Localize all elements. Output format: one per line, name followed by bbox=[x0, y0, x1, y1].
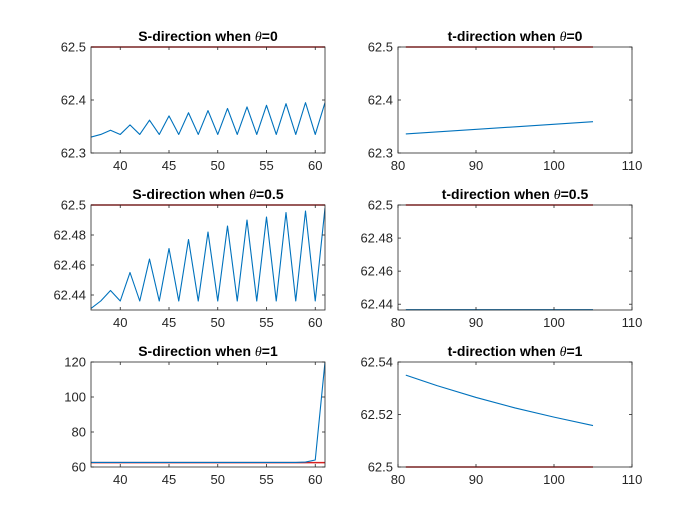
title-value: =0 bbox=[262, 28, 278, 44]
subplot-1: 40 45 50 55 60 62.3 62.4 62.5 S-direction when θ… bbox=[61, 28, 326, 173]
x-tick-label: 50 bbox=[211, 315, 225, 330]
theta-symbol: θ bbox=[255, 345, 262, 360]
subplot-2: 80 90 100 110 62.3 62.4 62.5 t-direction when θ… bbox=[368, 28, 643, 173]
x-tick-label: 80 bbox=[391, 158, 405, 173]
plot-area bbox=[91, 362, 325, 467]
title-text: t-direction when bbox=[448, 343, 560, 359]
data-line bbox=[91, 361, 325, 464]
data-line bbox=[405, 374, 594, 427]
y-tick-label: 62.5 bbox=[368, 198, 393, 213]
y-tick-label: 120 bbox=[64, 355, 86, 370]
subplot-title: S-direction when θ=0 bbox=[138, 28, 278, 45]
axes-box bbox=[90, 204, 326, 311]
y-tick-label: 62.5 bbox=[368, 460, 393, 475]
y-tick-label: 60 bbox=[72, 460, 86, 475]
y-tick-label: 62.5 bbox=[61, 40, 86, 55]
x-tick-label: 40 bbox=[113, 315, 127, 330]
title-value: =0.5 bbox=[561, 186, 589, 202]
title-text: S-direction when bbox=[138, 28, 255, 44]
title-value: =0 bbox=[566, 28, 582, 44]
subplot-title: S-direction when θ=1 bbox=[138, 343, 278, 360]
x-tick-label: 45 bbox=[162, 472, 176, 487]
x-tick-label: 55 bbox=[259, 315, 273, 330]
subplot-title: t-direction when θ=1 bbox=[448, 343, 583, 360]
x-tick-label: 90 bbox=[469, 315, 483, 330]
x-tick-label: 45 bbox=[162, 315, 176, 330]
theta-symbol: θ bbox=[554, 188, 561, 203]
series-group bbox=[91, 361, 325, 464]
x-tick-label: 100 bbox=[543, 158, 565, 173]
subplot-title: t-direction when θ=0.5 bbox=[442, 186, 589, 203]
x-tick-label: 80 bbox=[391, 315, 405, 330]
plot-area bbox=[398, 362, 632, 467]
theta-symbol: θ bbox=[255, 30, 262, 45]
subplot-title: S-direction when θ=0.5 bbox=[132, 186, 283, 203]
plot-area bbox=[91, 47, 325, 153]
y-tick-label: 62.52 bbox=[360, 407, 393, 422]
subplot-3: 40 45 50 55 60 62.44 62.46 62.48 62.5 S-direction… bbox=[53, 186, 326, 330]
y-tick-label: 62.44 bbox=[360, 297, 393, 312]
x-tick-label: 45 bbox=[162, 158, 176, 173]
theta-symbol: θ bbox=[560, 30, 567, 45]
y-tick-label: 62.4 bbox=[368, 93, 393, 108]
x-tick-label: 50 bbox=[211, 472, 225, 487]
title-text: t-direction when bbox=[442, 186, 554, 202]
y-tick-label: 62.48 bbox=[360, 231, 393, 246]
x-tick-label: 100 bbox=[543, 472, 565, 487]
theta-symbol: θ bbox=[249, 188, 256, 203]
y-tick-label: 100 bbox=[64, 390, 86, 405]
x-tick-label: 50 bbox=[211, 158, 225, 173]
x-tick-label: 55 bbox=[259, 158, 273, 173]
data-line bbox=[91, 102, 325, 138]
subplot-4: 80 90 100 110 62.44 62.46 62.48 62.5 t-direction… bbox=[360, 186, 642, 330]
axes-box bbox=[90, 361, 326, 468]
x-tick-label: 55 bbox=[259, 472, 273, 487]
y-tick-label: 62.4 bbox=[61, 93, 86, 108]
title-value: =1 bbox=[262, 343, 278, 359]
x-tick-label: 90 bbox=[469, 158, 483, 173]
y-tick-label: 62.46 bbox=[360, 264, 393, 279]
subplot-6: 80 90 100 110 62.5 62.52 62.54 t-direction when… bbox=[360, 343, 642, 487]
x-tick-label: 80 bbox=[391, 472, 405, 487]
y-tick-label: 62.3 bbox=[368, 146, 393, 161]
plot-area bbox=[398, 47, 632, 153]
y-tick-label: 80 bbox=[72, 425, 86, 440]
x-tick-label: 110 bbox=[622, 158, 643, 173]
y-tick-label: 62.5 bbox=[61, 198, 86, 213]
x-tick-label: 40 bbox=[113, 472, 127, 487]
y-tick-label: 62.44 bbox=[53, 288, 86, 303]
plot-area bbox=[91, 205, 325, 310]
plot-area bbox=[398, 205, 632, 310]
title-text: S-direction when bbox=[138, 343, 255, 359]
x-tick-label: 60 bbox=[308, 472, 322, 487]
title-value: =0.5 bbox=[256, 186, 284, 202]
x-tick-label: 110 bbox=[622, 315, 643, 330]
axes-box bbox=[397, 204, 633, 311]
data-line bbox=[91, 207, 325, 309]
y-tick-label: 62.54 bbox=[360, 355, 393, 370]
x-tick-label: 90 bbox=[469, 472, 483, 487]
y-tick-label: 62.48 bbox=[53, 228, 86, 243]
title-text: S-direction when bbox=[132, 186, 249, 202]
title-value: =1 bbox=[566, 343, 582, 359]
x-tick-label: 60 bbox=[308, 315, 322, 330]
x-tick-label: 110 bbox=[622, 472, 643, 487]
y-tick-label: 62.3 bbox=[61, 146, 86, 161]
subplot-title: t-direction when θ=0 bbox=[448, 28, 583, 45]
x-tick-label: 100 bbox=[543, 315, 565, 330]
x-tick-label: 40 bbox=[113, 158, 127, 173]
y-tick-label: 62.46 bbox=[53, 258, 86, 273]
data-line bbox=[405, 121, 594, 135]
title-text: t-direction when bbox=[448, 28, 560, 44]
theta-symbol: θ bbox=[560, 345, 567, 360]
x-tick-label: 60 bbox=[308, 158, 322, 173]
y-tick-label: 62.5 bbox=[368, 40, 393, 55]
subplot-5: 40 45 50 55 60 60 80 100 120 S-direction when θ=1 bbox=[64, 343, 326, 487]
